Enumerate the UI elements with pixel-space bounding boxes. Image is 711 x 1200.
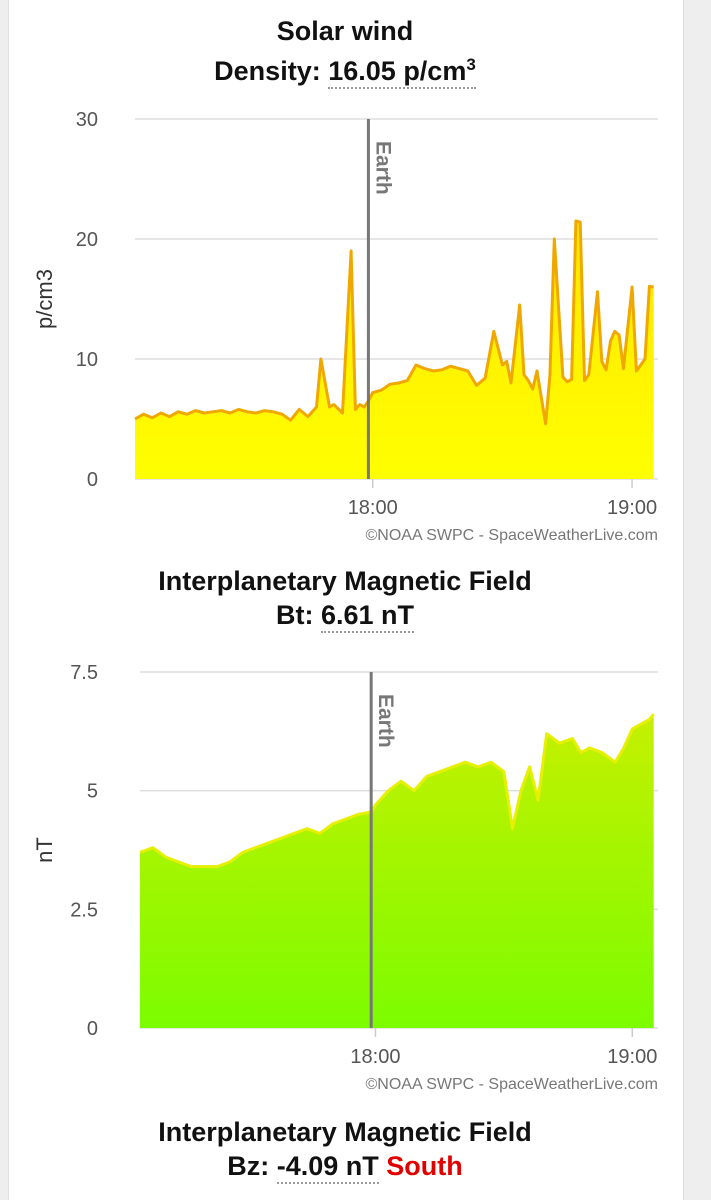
bt-y-tick-label: 5 (87, 781, 98, 803)
density-y-tick-label: 30 (76, 109, 98, 131)
left-frame-edge (0, 0, 9, 1200)
density-series-line (134, 219, 654, 426)
density-credit-link[interactable]: ©NOAA SWPC - SpaceWeatherLive.com (366, 527, 658, 544)
bt-y-tick-label: 2.5 (70, 899, 98, 921)
density-chart: 0 10 20 30 18:00 19:00 p/cm3 Earth ©NOAA SWPC - … (32, 109, 658, 544)
bt-x-tick-label: 18:00 (350, 1046, 400, 1068)
bt-metric-value[interactable]: 6.61 nT (320, 600, 415, 633)
bz-metric: Bz: -4.09 nT South (10, 1149, 680, 1184)
bt-chart: 0 2.5 5 7.5 18:00 19:00 nT Earth ©NOAA SWPC - Sp… (32, 662, 658, 1093)
bt-x-tick-label: 19:00 (607, 1046, 657, 1068)
right-scrollbar-track[interactable] (683, 0, 711, 1200)
bt-panel-title: Interplanetary Magnetic Field Bt: 6.61 n… (10, 564, 680, 633)
density-earth-marker-label: Earth (371, 141, 394, 195)
bt-y-axis-label: nT (32, 837, 57, 863)
bt-series-area (140, 714, 654, 1028)
density-y-tick-label: 0 (87, 469, 98, 491)
density-x-tick-label: 19:00 (607, 497, 657, 519)
density-metric: Density: 16.05 p/cm3 (10, 48, 680, 89)
bz-metric-value[interactable]: -4.09 nT (276, 1151, 379, 1184)
bt-series-line (139, 713, 655, 869)
bz-metric-label: Bz: (227, 1151, 270, 1181)
density-metric-unit-sup: 3 (466, 55, 476, 74)
bt-chart-title: Interplanetary Magnetic Field (158, 566, 532, 596)
density-metric-label: Density: (214, 56, 321, 86)
density-panel-title: Solar wind Density: 16.05 p/cm3 (10, 14, 680, 89)
bt-metric-label: Bt: (275, 600, 314, 630)
bt-y-tick-label: 0 (87, 1018, 98, 1040)
density-y-axis-label: p/cm3 (32, 269, 57, 329)
density-y-tick-label: 10 (76, 349, 98, 371)
bt-metric: Bt: 6.61 nT (10, 598, 680, 633)
bt-y-tick-label: 7.5 (70, 662, 98, 684)
bt-earth-marker-label: Earth (374, 694, 397, 748)
density-metric-unit: p/cm (403, 56, 467, 86)
bz-chart-title: Interplanetary Magnetic Field (158, 1117, 532, 1147)
bz-panel-title: Interplanetary Magnetic Field Bz: -4.09 … (10, 1115, 680, 1184)
density-chart-title: Solar wind (276, 16, 414, 46)
bz-direction-badge: South (386, 1151, 463, 1181)
bt-credit-link[interactable]: ©NOAA SWPC - SpaceWeatherLive.com (366, 1076, 658, 1093)
density-x-tick-label: 18:00 (348, 497, 398, 519)
density-metric-value-link[interactable]: 16.05 p/cm3 (328, 55, 476, 89)
density-metric-value: 16.05 (328, 56, 396, 86)
density-series-area (135, 221, 654, 479)
density-y-tick-label: 20 (76, 229, 98, 251)
